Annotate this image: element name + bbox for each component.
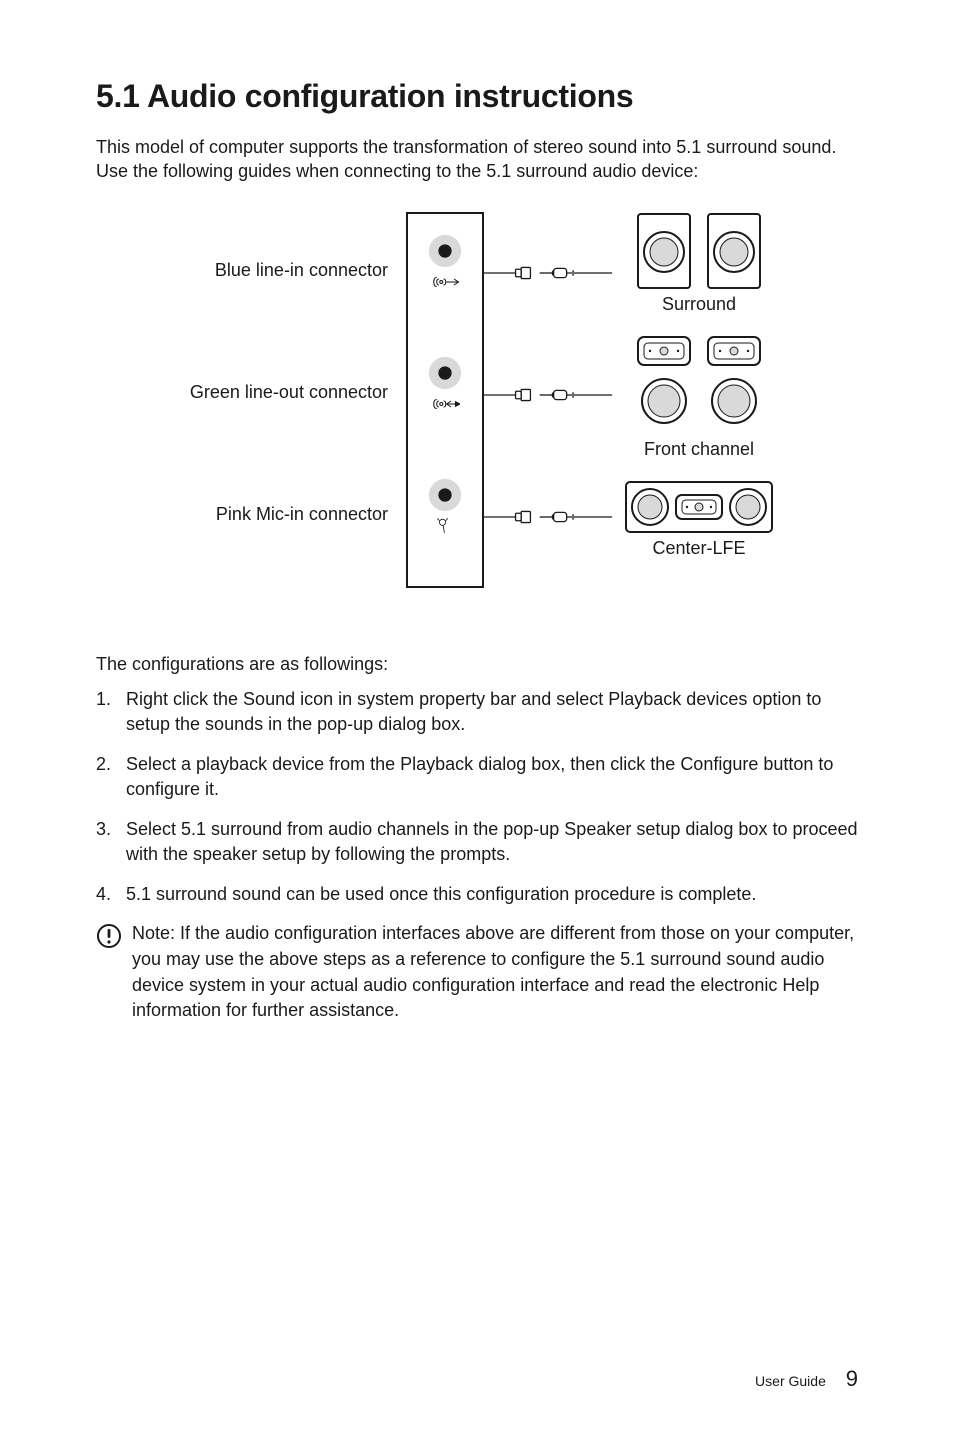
mic-symbol-icon <box>430 518 460 534</box>
footer-label: User Guide <box>755 1373 826 1389</box>
label-green-line-out: Green line-out connector <box>106 376 406 498</box>
surround-speaker-left-icon <box>636 212 692 290</box>
caption-surround: Surround <box>662 294 736 315</box>
intro-text: This model of computer supports the tran… <box>96 135 858 184</box>
note-block: Note: If the audio configuration interfa… <box>96 921 858 1023</box>
config-steps-list: Right click the Sound icon in system pro… <box>96 687 858 908</box>
note-label: Note: <box>132 923 175 943</box>
line-out-symbol-icon <box>430 396 460 412</box>
page-footer: User Guide 9 <box>755 1366 858 1392</box>
intro-line-1: This model of computer supports the tran… <box>96 137 836 157</box>
note-exclamation-icon <box>96 923 122 949</box>
front-speaker-left-icon <box>636 335 692 435</box>
caption-front: Front channel <box>644 439 754 460</box>
step-2: Select a playback device from the Playba… <box>96 752 858 803</box>
audio-diagram: Blue line-in connector Green line-out co… <box>106 212 858 620</box>
footer-page-number: 9 <box>846 1366 858 1391</box>
jack-mic-in-icon <box>426 476 464 514</box>
surround-speaker-right-icon <box>706 212 762 290</box>
jack-line-in-icon <box>426 232 464 270</box>
line-in-symbol-icon <box>430 274 460 290</box>
center-lfe-speaker-icon <box>624 480 774 534</box>
caption-center-lfe: Center-LFE <box>652 538 745 559</box>
cable-plug-surround-icon <box>484 264 614 282</box>
note-body: If the audio configuration interfaces ab… <box>132 923 854 1020</box>
cable-plug-front-icon <box>484 386 614 404</box>
label-pink-mic-in: Pink Mic-in connector <box>106 498 406 620</box>
step-4: 5.1 surround sound can be used once this… <box>96 882 858 908</box>
page-heading: 5.1 Audio configuration instructions <box>96 78 858 115</box>
step-1: Right click the Sound icon in system pro… <box>96 687 858 738</box>
cable-plug-center-icon <box>484 508 614 526</box>
config-subheading: The configurations are as followings: <box>96 654 858 675</box>
jack-line-out-icon <box>426 354 464 392</box>
intro-line-2: Use the following guides when connecting… <box>96 161 698 181</box>
front-speaker-right-icon <box>706 335 762 435</box>
step-3: Select 5.1 surround from audio channels … <box>96 817 858 868</box>
label-blue-line-in: Blue line-in connector <box>106 254 406 376</box>
jack-panel <box>406 212 484 588</box>
